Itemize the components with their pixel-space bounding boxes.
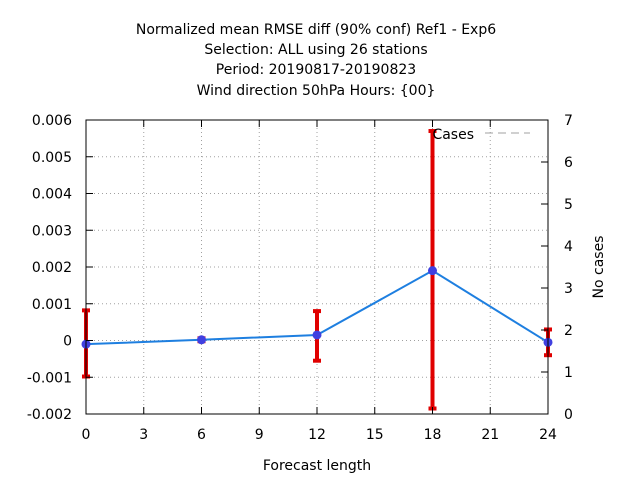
x-tick-label: 6 xyxy=(197,427,206,443)
y2-tick-label: 6 xyxy=(564,155,573,171)
y2-axis-label: No cases xyxy=(591,236,607,299)
title-line-1: Normalized mean RMSE diff (90% conf) Ref… xyxy=(136,22,496,38)
x-tick-label: 15 xyxy=(366,427,384,443)
y-tick-label: 0.005 xyxy=(32,150,72,166)
y2-tick-labels: 0 1 2 3 4 5 6 7 xyxy=(564,113,573,423)
x-tick-label: 3 xyxy=(139,427,148,443)
y-tick-label: -0.001 xyxy=(27,370,72,386)
markers xyxy=(81,266,553,349)
y2-tick-label: 4 xyxy=(564,239,573,255)
x-axis-label: Forecast length xyxy=(263,458,371,474)
data-point xyxy=(428,266,437,276)
x-tick-label: 21 xyxy=(481,427,499,443)
y-tick-label: 0 xyxy=(63,334,72,350)
y-tick-label: 0.003 xyxy=(32,223,72,239)
y2-tick-label: 2 xyxy=(564,323,573,339)
y-tick-labels: -0.002 -0.001 0 0.001 0.002 0.003 0.004 0.005 0.… xyxy=(27,113,72,423)
y-tick-label: -0.002 xyxy=(27,407,72,423)
ticks xyxy=(85,119,549,415)
x-tick-label: 18 xyxy=(424,427,442,443)
y2-tick-label: 5 xyxy=(564,197,573,213)
x-tick-label: 0 xyxy=(82,427,91,443)
chart-title: Normalized mean RMSE diff (90% conf) Ref… xyxy=(136,22,496,99)
title-line-3: Period: 20190817-20190823 xyxy=(216,62,416,78)
data-point xyxy=(197,335,206,345)
legend: Cases xyxy=(432,127,530,143)
x-tick-label: 12 xyxy=(308,427,326,443)
title-line-4: Wind direction 50hPa Hours: {00} xyxy=(197,83,436,99)
y2-tick-label: 7 xyxy=(564,113,573,129)
y2-tick-label: 1 xyxy=(564,365,573,381)
grid xyxy=(86,120,548,414)
y-tick-label: 0.002 xyxy=(32,260,72,276)
y-tick-label: 0.006 xyxy=(32,113,72,129)
y-tick-label: 0.001 xyxy=(32,297,72,313)
title-line-2: Selection: ALL using 26 stations xyxy=(204,42,427,58)
x-tick-labels: 0 3 6 9 12 15 18 21 24 xyxy=(82,427,557,443)
legend-label-cases: Cases xyxy=(432,127,474,143)
x-tick-label: 24 xyxy=(539,427,557,443)
data-point xyxy=(312,330,322,340)
y2-tick-label: 3 xyxy=(564,281,573,297)
x-tick-label: 9 xyxy=(255,427,264,443)
y-tick-label: 0.004 xyxy=(32,187,72,203)
y2-tick-label: 0 xyxy=(564,407,573,423)
